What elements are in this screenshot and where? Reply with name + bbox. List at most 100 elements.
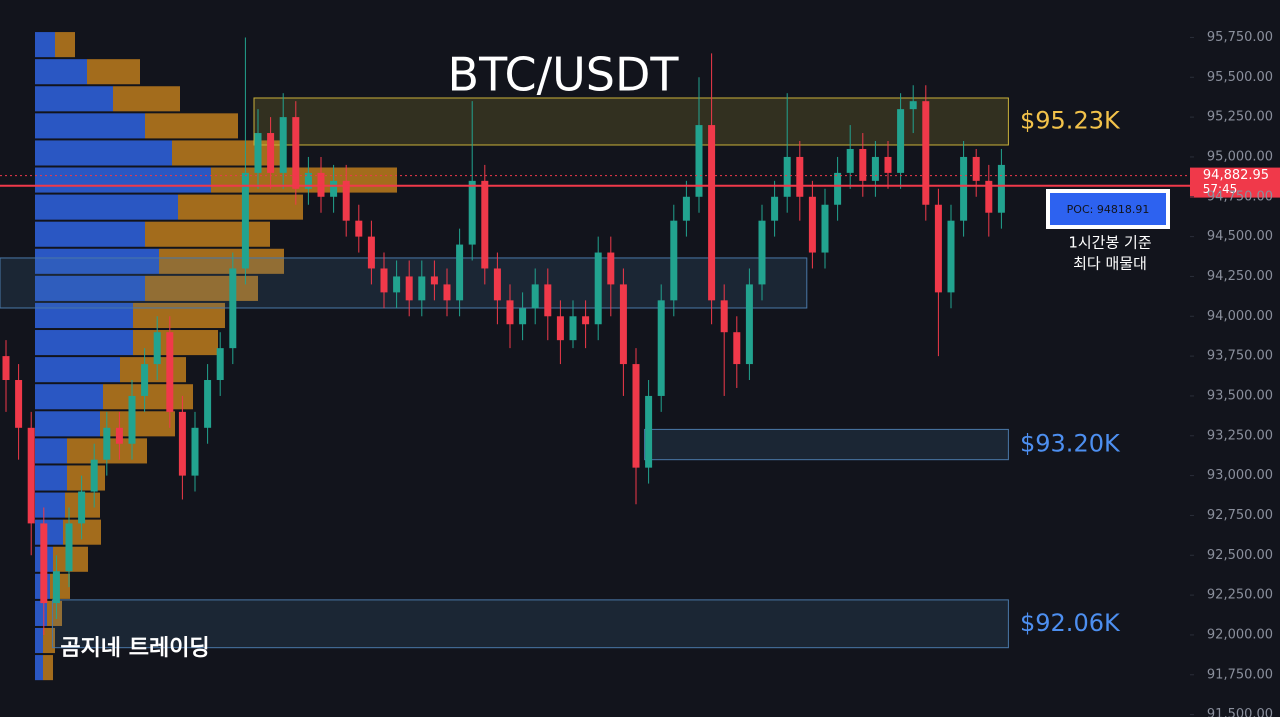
last-price-tag <box>1190 167 1280 198</box>
candle-body <box>229 268 237 349</box>
candle-body <box>153 332 161 365</box>
candle-body <box>695 125 703 197</box>
candle-body <box>871 156 879 181</box>
profile-sell <box>145 275 258 301</box>
profile-sell <box>133 302 225 329</box>
candle-body <box>103 427 111 460</box>
candle-body <box>267 133 275 173</box>
profile-sell <box>55 32 75 58</box>
candle-body <box>745 284 753 365</box>
candle-body <box>708 125 716 301</box>
candles <box>2 37 1005 635</box>
candle-body <box>141 364 149 396</box>
candle-body <box>934 204 942 293</box>
poc-label: POC: 94818.91 <box>1067 203 1150 216</box>
candle-body <box>846 148 854 173</box>
chart-title: BTC/USDT <box>448 48 680 102</box>
candle-body <box>456 244 464 301</box>
candle-body <box>90 459 98 492</box>
profile-buy <box>35 519 63 545</box>
candle-body <box>2 356 10 381</box>
profile-buy <box>35 465 67 491</box>
candle-body <box>834 172 842 205</box>
profile-buy <box>35 32 55 58</box>
profile-sell <box>133 330 218 356</box>
profile-buy <box>35 357 120 383</box>
candle-body <box>758 220 766 285</box>
poc-box <box>1050 193 1166 225</box>
zone-label: $92.06K <box>1020 609 1121 637</box>
profile-buy <box>35 248 159 274</box>
y-tick-label: 95,250.00 <box>1207 110 1273 125</box>
candle-body <box>279 117 287 173</box>
profile-buy <box>35 655 43 681</box>
candle-body <box>783 156 791 197</box>
candle-body <box>997 164 1005 213</box>
candle-body <box>481 180 489 269</box>
profile-buy <box>35 438 67 464</box>
profile-buy <box>35 140 172 166</box>
profile-buy <box>35 411 100 437</box>
candle-body <box>519 308 527 325</box>
candle-body <box>682 196 690 221</box>
y-tick-label: 93,000.00 <box>1207 468 1273 483</box>
y-tick-label: 92,500.00 <box>1207 548 1273 563</box>
candle-body <box>922 101 930 205</box>
candle-body <box>607 252 615 285</box>
zone <box>51 599 1009 649</box>
candle-body <box>254 133 262 173</box>
candle-body <box>52 571 60 604</box>
candle-body <box>292 117 300 189</box>
candle-body <box>355 220 363 237</box>
profile-buy <box>35 59 87 85</box>
candle-body <box>821 204 829 253</box>
candle-body <box>796 156 804 197</box>
poc-frame <box>1046 189 1170 229</box>
annotation-line: 최다 매물대 <box>1073 255 1147 273</box>
profile-sell <box>43 655 53 681</box>
profile-sell <box>145 113 238 139</box>
profile-buy <box>35 113 145 139</box>
candle-body <box>65 523 73 572</box>
y-tick-label: 94,250.00 <box>1207 269 1273 284</box>
candle-body <box>342 180 350 221</box>
candle-body <box>418 276 426 301</box>
profile-sell <box>87 59 140 85</box>
candle-body <box>430 276 438 285</box>
y-tick-label: 93,500.00 <box>1207 388 1273 403</box>
candle-body <box>985 180 993 213</box>
candle-body <box>178 411 186 476</box>
y-tick-label: 94,000.00 <box>1207 309 1273 324</box>
zone-label: $95.23K <box>1020 106 1121 134</box>
profile-buy <box>35 330 133 356</box>
candle-body <box>78 491 86 524</box>
candle-body <box>191 427 199 476</box>
candle-body <box>771 196 779 221</box>
candle-body <box>330 180 338 197</box>
candle-body <box>493 268 501 301</box>
candle-body <box>569 316 577 341</box>
profile-buy <box>35 167 211 193</box>
candle-body <box>304 172 312 189</box>
countdown-label: 57:45 <box>1203 182 1238 196</box>
profile-buy <box>35 627 43 654</box>
candle-body <box>632 364 640 468</box>
profile-sell <box>159 248 284 274</box>
candle-body <box>380 268 388 293</box>
candle-body <box>859 148 867 181</box>
y-tick-label: 92,250.00 <box>1207 588 1273 603</box>
candle-body <box>670 220 678 301</box>
candle-body <box>115 427 123 444</box>
y-tick-label: 93,750.00 <box>1207 349 1273 364</box>
profile-sell <box>178 194 303 220</box>
profile-sell <box>47 600 62 626</box>
profile-buy <box>35 302 133 329</box>
candle-body <box>556 316 564 341</box>
candle-body <box>897 109 905 173</box>
candle-body <box>733 332 741 365</box>
y-tick-label: 91,500.00 <box>1207 707 1273 717</box>
candle-body <box>367 236 375 269</box>
profile-sell <box>67 465 105 491</box>
zone <box>0 257 808 309</box>
profile-sell <box>211 167 397 193</box>
